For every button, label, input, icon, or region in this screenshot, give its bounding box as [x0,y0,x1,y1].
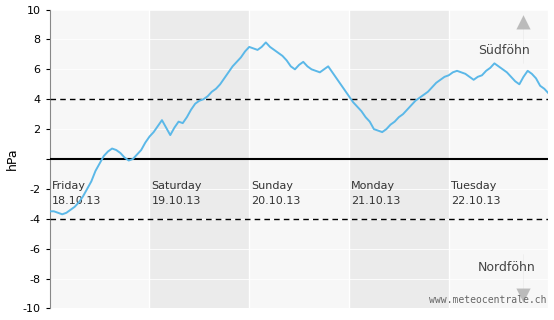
Text: 21.10.13: 21.10.13 [351,196,401,206]
Text: Nordföhn: Nordföhn [478,261,536,274]
Text: Friday: Friday [52,181,86,191]
Text: 20.10.13: 20.10.13 [252,196,301,206]
Text: 22.10.13: 22.10.13 [451,196,500,206]
Text: Südföhn: Südföhn [478,44,530,57]
Bar [50,10,150,308]
Y-axis label: hPa: hPa [6,148,18,170]
Text: 18.10.13: 18.10.13 [52,196,101,206]
Text: www.meteocentrale.ch: www.meteocentrale.ch [429,295,546,306]
Text: Sunday: Sunday [252,181,293,191]
Text: Monday: Monday [351,181,395,191]
Text: Saturday: Saturday [152,181,202,191]
Bar [249,10,349,308]
Bar [449,10,548,308]
Text: 19.10.13: 19.10.13 [152,196,201,206]
Text: Tuesday: Tuesday [451,181,496,191]
